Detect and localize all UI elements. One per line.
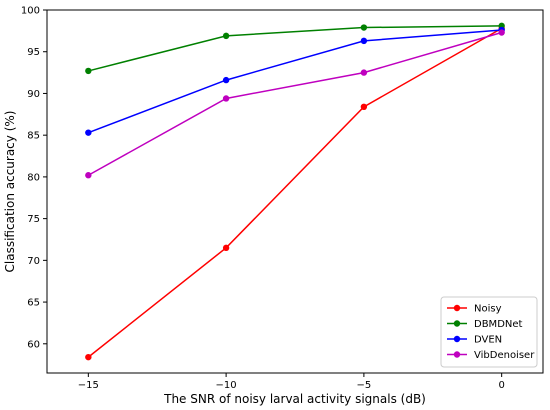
series-dbmdnet [85, 22, 505, 75]
y-tick-label: 65 [27, 298, 40, 309]
legend-label-dbmdnet: DBMDNet [474, 319, 523, 330]
legend-marker-dbmdnet [453, 320, 461, 327]
x-tick-label: −15 [78, 380, 99, 391]
legend-label-vibdenoiser: VibDenoiser [474, 350, 535, 361]
x-axis-label: The SNR of noisy larval activity signals… [163, 392, 426, 406]
legend: Noisy DBMDNet DVEN VibDenoiser [440, 296, 538, 368]
legend-marker-noisy [453, 304, 461, 312]
legend-box [440, 296, 538, 368]
x-tick-label: −5 [357, 380, 372, 391]
y-tick-label: 75 [27, 214, 40, 225]
legend-label-dven: DVEN [474, 335, 502, 346]
data-point-dbmdnet [85, 67, 92, 75]
data-point-noisy [85, 353, 92, 361]
legend-label-noisy: Noisy [474, 304, 502, 315]
legend-marker-vibdenoiser [453, 351, 461, 358]
y-axis-label: Classification accuracy (%) [3, 111, 17, 273]
y-tick-label: 100 [21, 6, 40, 17]
y-tick-label: 70 [27, 256, 40, 267]
plot-frame [46, 9, 544, 374]
data-point-vibdenoiser [498, 29, 505, 36]
y-tick-label: 85 [27, 131, 40, 142]
x-tick-label: −10 [216, 380, 237, 391]
series-line-vibdenoiser [87, 31, 502, 176]
data-point-dbmdnet [360, 24, 368, 31]
series-vibdenoiser [85, 29, 505, 179]
y-tick-label: 95 [27, 47, 40, 58]
series-line-dven [88, 29, 502, 134]
x-tick-label: 0 [498, 380, 504, 391]
series-layer [85, 22, 505, 361]
x-axis: −15 −10 −5 0 [78, 373, 505, 391]
y-tick-label: 80 [27, 172, 40, 183]
legend-items: Noisy DBMDNet DVEN VibDenoiser [447, 304, 535, 361]
data-point-noisy [222, 244, 230, 252]
data-point-dven [85, 129, 92, 136]
data-point-vibdenoiser [222, 95, 230, 102]
y-tick-label: 60 [27, 339, 40, 350]
data-point-vibdenoiser [360, 69, 368, 76]
legend-marker-dven [453, 335, 461, 343]
series-line-dbmdnet [88, 25, 502, 72]
data-point-vibdenoiser [85, 172, 92, 179]
data-point-noisy [360, 103, 368, 111]
series-line-noisy [87, 27, 503, 358]
data-point-dven [360, 37, 368, 45]
data-point-dven [222, 76, 230, 84]
y-tick-label: 90 [27, 89, 40, 100]
data-point-dbmdnet [222, 32, 230, 40]
y-axis: 60 65 70 75 80 85 90 95 100 [21, 6, 47, 350]
